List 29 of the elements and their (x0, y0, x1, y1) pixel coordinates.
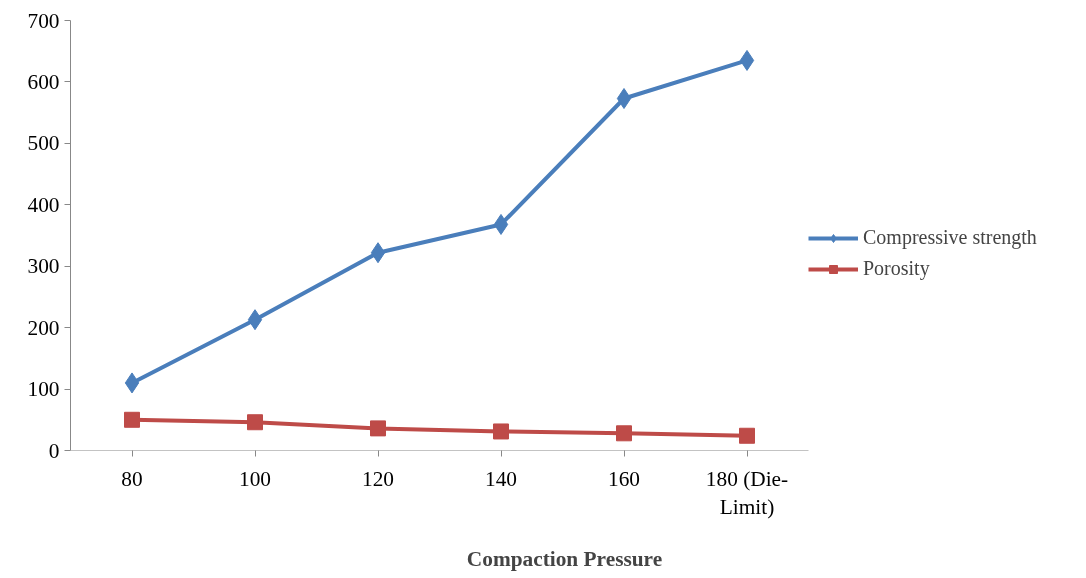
point (124, 372, 140, 394)
point (124, 411, 140, 428)
y-tick-label: 400 (27, 192, 60, 217)
y-tick-label: 300 (27, 254, 60, 279)
point (616, 88, 632, 110)
point (370, 242, 386, 264)
point (247, 414, 263, 431)
x-tick-label: 140 (485, 466, 517, 491)
y-tick-label: 700 (27, 8, 60, 33)
point (493, 213, 509, 235)
legend-label: Compressive strength (863, 226, 1037, 249)
y-tick-label: 500 (27, 131, 60, 156)
point (616, 425, 632, 442)
x-tick-label: 180 (Die-Limit) (705, 466, 789, 520)
y-tick-label: 200 (27, 315, 60, 340)
x-tick-label: 160 (608, 466, 640, 491)
point (370, 420, 386, 437)
legend-label: Porosity (863, 257, 930, 280)
point (739, 427, 755, 444)
x-axis-title: Compaction Pressure (466, 547, 663, 572)
y-tick-label: 0 (48, 438, 60, 463)
y-tick-label: 600 (27, 69, 60, 94)
point (739, 49, 755, 71)
x-tick-label: 120 (362, 466, 394, 491)
point (493, 423, 509, 440)
x-tick-label: 80 (121, 466, 143, 491)
x-tick-label: 100 (239, 466, 271, 491)
point (247, 309, 263, 331)
y-tick-label: 100 (27, 377, 60, 402)
